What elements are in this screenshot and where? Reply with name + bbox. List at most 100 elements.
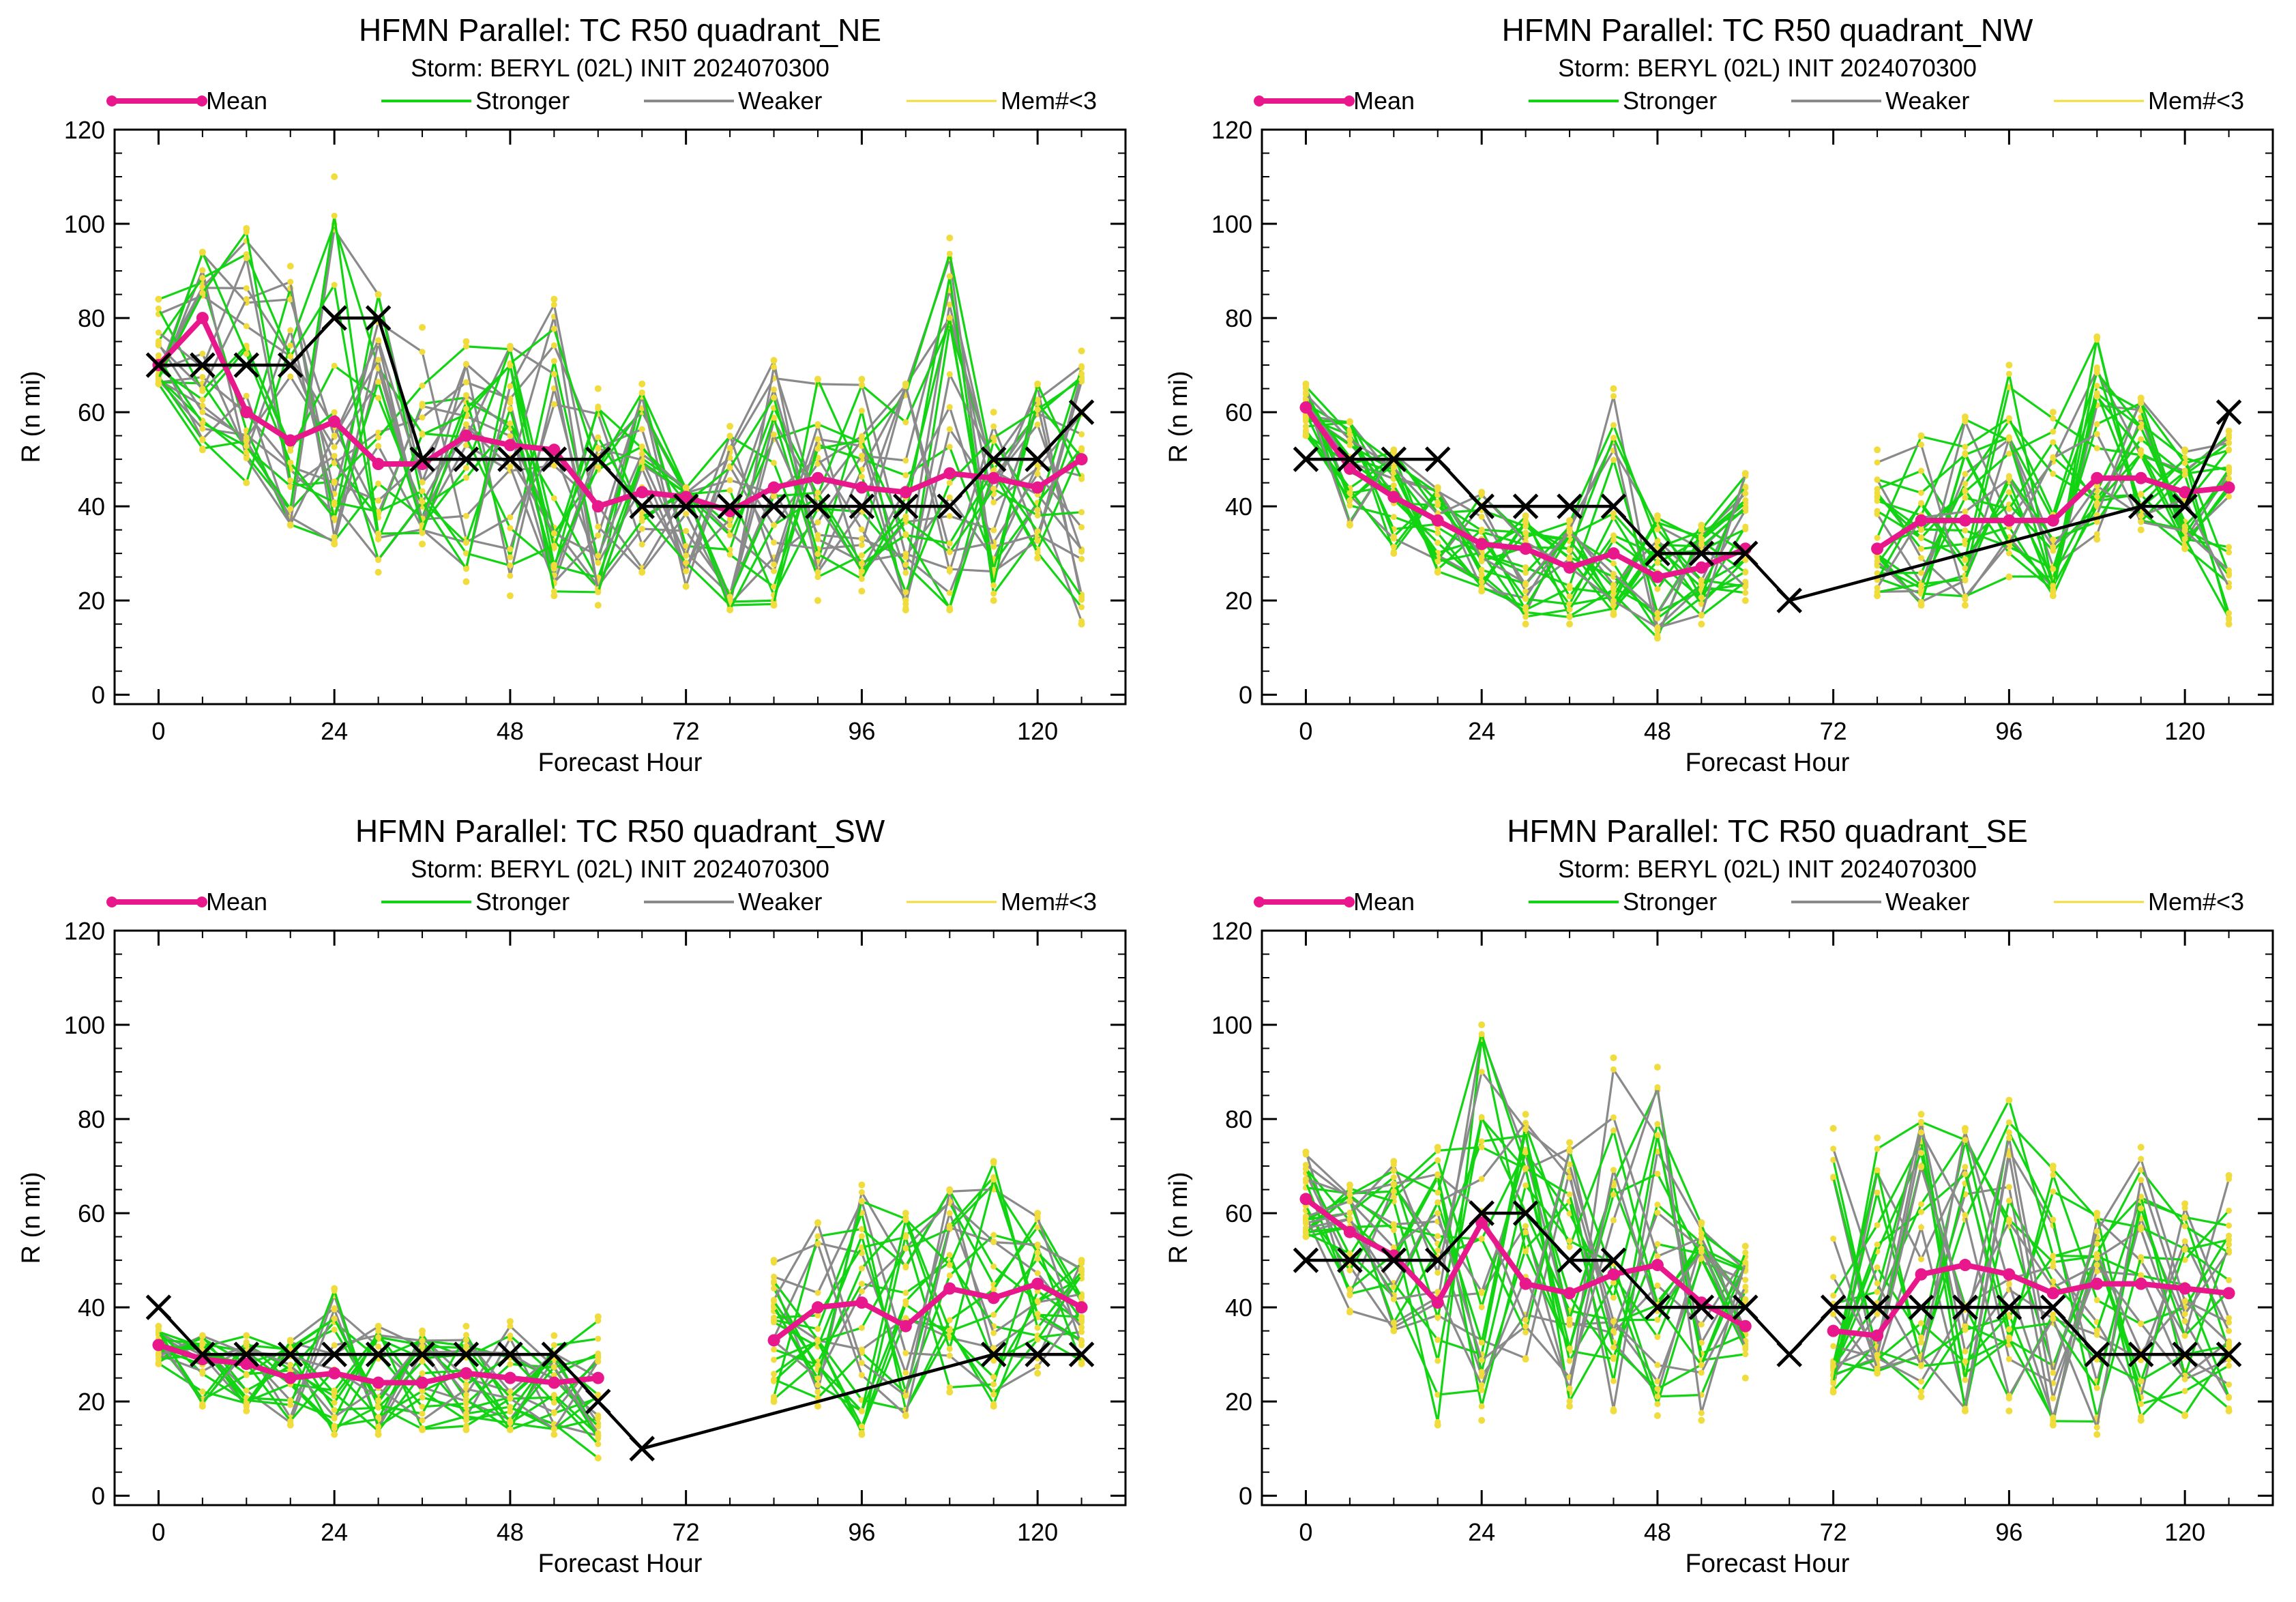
ensemble-member-point [726,522,733,529]
ensemble-member-point [287,342,294,349]
mean-point [240,406,253,419]
ensemble-member-point [946,566,953,572]
ensemble-member-point [683,542,690,549]
ensemble-member-point [858,452,865,459]
ensemble-member-point [814,1382,821,1388]
ensemble-member-point [2138,424,2145,431]
legend-marker [106,96,117,106]
best-track-marker [1733,540,1758,566]
ensemble-member-point [2050,470,2057,477]
y-tick-label: 80 [1225,304,1252,332]
mean-point [1651,1259,1664,1272]
ensemble-member-point [1698,611,1705,618]
ensemble-member-point [2093,382,2100,389]
ensemble-member-point [1078,604,1085,611]
legend-label-1: Stronger [475,888,570,916]
ensemble-member-point [1566,1238,1573,1244]
mean-point [328,1367,341,1380]
ensemble-member-point [1566,1161,1573,1168]
envelope-point [1653,1064,1661,1071]
ensemble-member-point [1390,533,1397,540]
ensemble-member-point [1918,467,1925,474]
ensemble-member-point [1434,1199,1441,1206]
ensemble-member-point [1698,1255,1705,1262]
envelope-point [1522,1111,1529,1118]
ensemble-member-point [462,379,469,385]
ensemble-member-point [2226,1319,2233,1326]
envelope-point [594,385,602,392]
ensemble-member-point [1610,393,1617,400]
envelope-point [2093,1210,2101,1217]
ensemble-member-point [1654,624,1661,631]
ensemble-member-point [1034,538,1041,544]
ensemble-member-line [773,1176,1083,1414]
ensemble-member-point [2138,1254,2145,1261]
envelope-point [902,380,909,388]
ensemble-member-point [2050,1278,2057,1285]
envelope-point [374,1322,382,1330]
best-track-marker [717,493,743,519]
ensemble-member-point [726,445,733,452]
ensemble-member-point [243,443,250,450]
ensemble-member-point [1874,1365,1881,1372]
ensemble-member-point [375,1334,382,1341]
ensemble-member-point [2005,1135,2012,1141]
envelope-point [2137,1144,2145,1151]
ensemble-member-point [1654,559,1661,566]
envelope-point [286,263,294,270]
ensemble-member-point [1918,1362,1925,1369]
ensemble-member-point [2093,1297,2100,1304]
ensemble-member-point [1918,1339,1925,1345]
ensemble-member-point [1078,548,1085,555]
ensemble-member-point [1830,1146,1837,1152]
envelope-point [1961,413,1969,420]
envelope-point [550,592,558,600]
mean-point [1958,1259,1971,1272]
ensemble-member-point [902,457,909,464]
envelope-point [1610,1054,1617,1062]
ensemble-member-point [1874,1167,1881,1174]
ensemble-member-point [199,290,206,297]
ensemble-member-point [2093,445,2100,452]
x-tick-label: 24 [321,717,348,745]
ensemble-member-point [1962,1163,1969,1170]
ensemble-member-point [1962,443,1969,450]
ensemble-member-point [595,1391,602,1398]
y-tick-label: 80 [1225,1105,1252,1133]
ensemble-member-point [2138,1320,2145,1327]
ensemble-member-point [375,508,382,515]
ensemble-member-point [550,530,557,537]
ensemble-member-point [1478,513,1485,520]
ensemble-member-point [2005,370,2012,377]
mean-point [2091,471,2104,484]
ensemble-member-point [771,1393,778,1400]
ensemble-member-point [419,1403,426,1410]
ensemble-member-point [638,426,645,433]
y-tick-label: 100 [64,210,105,238]
ensemble-member-point [1078,376,1085,383]
y-tick-label: 0 [1239,681,1252,709]
best-track-marker [365,305,392,331]
mean-point [1475,1216,1488,1229]
ensemble-member-point [1522,530,1529,537]
best-track-marker [1512,493,1539,519]
envelope-point [331,1285,338,1292]
ensemble-member-point [2050,583,2057,589]
ensemble-member-line [158,326,1083,613]
ensemble-member-point [2050,1315,2057,1322]
ensemble-member-point [550,401,557,408]
envelope-point [374,568,382,576]
ensemble-member-point [990,590,997,597]
ensemble-member-point [462,392,469,398]
envelope-point [155,380,162,388]
ensemble-member-point [1434,501,1441,508]
ensemble-member-point [462,442,469,449]
ensemble-member-point [1830,1311,1837,1317]
mean-point [2222,1287,2235,1300]
ensemble-member-point [814,1362,821,1369]
best-track-marker [1068,399,1095,425]
ensemble-member-point [1742,497,1749,504]
ensemble-member-point [1434,1247,1441,1254]
best-track-marker [145,1294,172,1320]
ensemble-member-point [375,337,382,344]
